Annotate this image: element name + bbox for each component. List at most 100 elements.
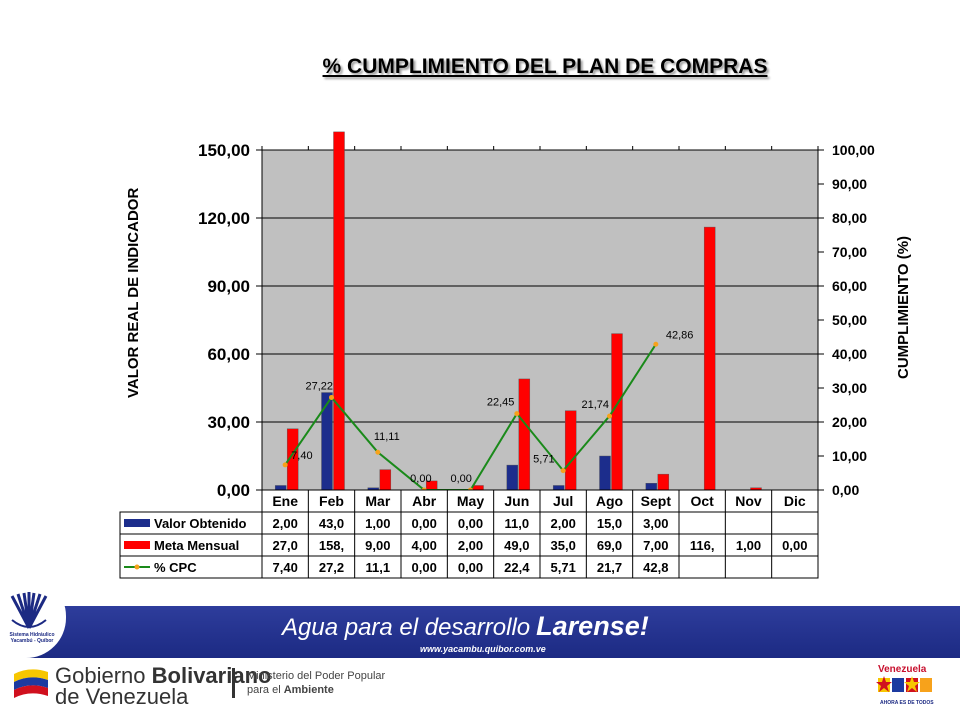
table-cell: 11,1 — [366, 560, 391, 575]
bar-meta-mensual — [379, 469, 392, 491]
data-label: 27,22 — [306, 380, 334, 392]
x-category-label: May — [457, 493, 484, 509]
line-marker — [653, 341, 659, 347]
legend-label: Meta Mensual — [154, 538, 239, 553]
table-cell: 0,00 — [782, 538, 807, 553]
y2-tick-label: 40,00 — [832, 346, 867, 362]
table-cell: 43,0 — [319, 516, 344, 531]
x-category-label: Dic — [784, 493, 806, 509]
y2-tick-label: 90,00 — [832, 176, 867, 192]
x-category-label: Jul — [553, 493, 573, 509]
data-label: 42,86 — [666, 329, 694, 341]
data-table-body — [119, 511, 819, 579]
y2-tick-label: 20,00 — [832, 414, 867, 430]
line-marker — [375, 449, 381, 455]
chart: 0,00 30,00 60,00 90,00 120,00 150,00 0,00 10,00… — [119, 131, 875, 579]
data-label: 0,00 — [451, 473, 472, 485]
x-category-label: Ene — [272, 493, 298, 509]
data-label: 21,74 — [582, 399, 610, 411]
gobierno-line1: Gobierno Bolivariano — [55, 663, 271, 689]
y2-tick-label: 70,00 — [832, 244, 867, 260]
table-cell: 5,71 — [551, 560, 576, 575]
bar-meta-mensual — [472, 485, 484, 491]
slogan: Agua para el desarrollo Larense! — [282, 611, 649, 642]
legend-label: Valor Obtenido — [154, 516, 247, 531]
venezuela-flag-icon — [14, 669, 48, 698]
table-cell: 3,00 — [643, 516, 668, 531]
y2-tick-label: 10,00 — [832, 448, 867, 464]
legend-marker — [134, 564, 140, 570]
y-tick-label: 60,00 — [207, 345, 250, 364]
table-cell: 158, — [319, 538, 344, 553]
bar-meta-mensual — [657, 473, 670, 491]
table-cell: 69,0 — [597, 538, 622, 553]
chart-title: % CUMPLIMIENTO DEL PLAN DE COMPRAS — [322, 55, 768, 78]
bar-valor-obtenido — [645, 483, 658, 491]
x-category-label: Nov — [735, 493, 762, 509]
bar-valor-obtenido — [599, 455, 611, 491]
table-cell: 2,00 — [273, 516, 298, 531]
y-tick-label: 150,00 — [198, 141, 250, 160]
venezuela-ahora-logo — [876, 676, 932, 692]
x-category-label: Jun — [504, 493, 529, 509]
table-cell: 2,00 — [551, 516, 576, 531]
water-fan-icon — [10, 592, 48, 629]
x-category-label: Abr — [412, 493, 437, 509]
table-cell: 49,0 — [504, 538, 529, 553]
table-cell: 0,00 — [458, 560, 483, 575]
bar-valor-obtenido — [506, 464, 519, 491]
line-marker — [607, 413, 612, 419]
bar-valor-obtenido — [321, 392, 333, 491]
y-axis-label-right: CUMPLIMIENTO (%) — [895, 235, 912, 380]
line-marker — [329, 394, 334, 400]
data-label: 11,11 — [374, 431, 400, 443]
y-tick-label: 120,00 — [198, 209, 250, 228]
table-cell: 27,2 — [319, 560, 344, 575]
bar-meta-mensual — [333, 131, 345, 491]
table-cell: 35,0 — [551, 538, 576, 553]
table-cell: 116, — [690, 538, 715, 553]
line-marker — [282, 462, 288, 468]
table-cell: 7,00 — [643, 538, 668, 553]
y2-tick-label: 60,00 — [832, 278, 867, 294]
data-label: 22,45 — [487, 397, 515, 409]
venezuela-logo-text: Venezuela — [878, 664, 927, 675]
logo-label: Sistema Hidráulico Yacambú - Quíbor — [9, 632, 55, 644]
legend-swatch — [124, 541, 150, 549]
table-cell: 27,0 — [273, 538, 298, 553]
line-marker — [560, 468, 566, 474]
bar-meta-mensual — [518, 378, 531, 491]
y2-tick-label: 0,00 — [832, 482, 859, 498]
data-label: 5,71 — [533, 454, 554, 466]
data-label: 7,40 — [291, 450, 312, 462]
legend-swatch — [124, 519, 150, 527]
table-cell: 22,4 — [504, 560, 530, 575]
table-cell: 0,00 — [458, 516, 483, 531]
gobierno-line2: de Venezuela — [55, 684, 189, 709]
table-cell: 0,00 — [412, 516, 437, 531]
y-tick-label: 0,00 — [217, 481, 250, 500]
website-url[interactable]: www.yacambu.quibor.com.ve — [420, 644, 546, 654]
bar-valor-obtenido — [274, 485, 287, 491]
bolivariano-word: Bolivariano — [151, 663, 272, 688]
table-cell: 2,00 — [458, 538, 483, 553]
venezuela-logo-subtext: AHORA ES DE TODOS — [880, 700, 934, 706]
y2-tick-label: 30,00 — [832, 380, 867, 396]
slogan-bold: Larense! — [536, 611, 649, 641]
plot-area — [262, 150, 818, 490]
bar-meta-mensual — [703, 226, 716, 491]
table-cell: 21,7 — [597, 560, 622, 575]
data-label: 0,00 — [410, 473, 431, 485]
table-cell: 42,8 — [643, 560, 668, 575]
table-cell: 0,00 — [412, 560, 437, 575]
table-cell: 1,00 — [365, 516, 390, 531]
table-cell: 4,00 — [412, 538, 437, 553]
gobierno-word: Gobierno — [55, 663, 146, 688]
x-category-label: Mar — [365, 493, 390, 509]
y-tick-label: 90,00 — [207, 277, 250, 296]
x-category-label: Oct — [690, 493, 714, 509]
ministry-line2: para el Ambiente — [247, 684, 334, 696]
x-category-label: Ago — [596, 493, 623, 509]
y2-tick-label: 50,00 — [832, 312, 867, 328]
x-category-label: Sept — [641, 493, 672, 509]
